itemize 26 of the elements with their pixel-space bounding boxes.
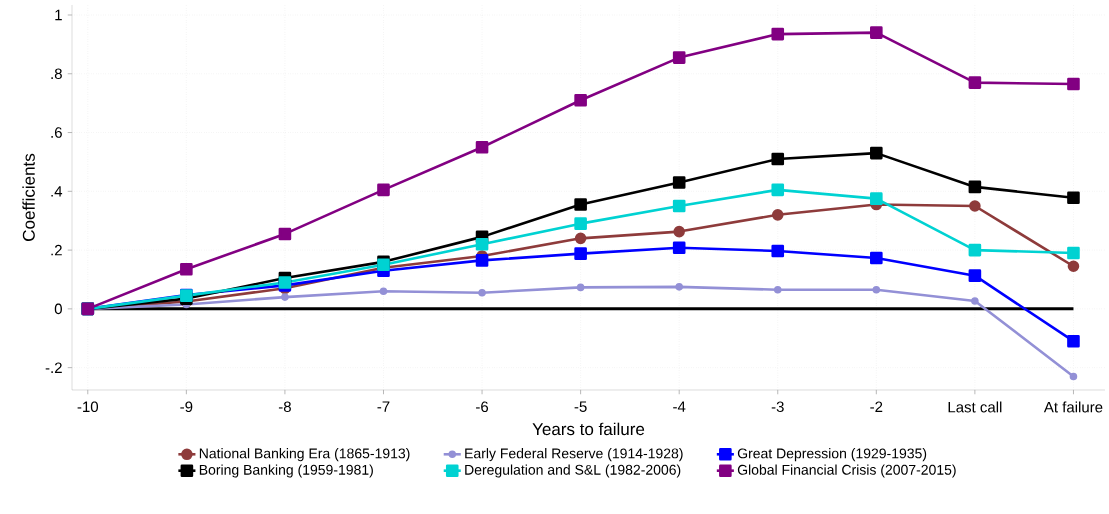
legend-label: Great Depression (1929-1935)	[737, 448, 927, 462]
legend-label: Early Federal Reserve (1914-1928)	[465, 448, 683, 462]
x-tick-label: At failure	[1043, 401, 1103, 413]
legend-label: Global Financial Crisis (2007-2015)	[737, 464, 956, 478]
y-tick-label: .6	[51, 127, 62, 138]
x-tick-label: Last call	[948, 401, 1002, 413]
y-tick-label: 1	[55, 9, 62, 21]
x-tick-label: -3	[771, 401, 784, 413]
y-tick-label: .4	[51, 186, 63, 197]
x-tick-label: -5	[574, 401, 587, 412]
y-tick-label: .2	[51, 244, 62, 256]
x-tick-label: -9	[180, 401, 193, 413]
legend-label: Deregulation and S&L (1982-2006)	[465, 464, 681, 478]
legend-label: Boring Banking (1959-1981)	[199, 464, 373, 478]
y-tick-label: -.2	[45, 362, 62, 373]
x-tick-label: -4	[673, 401, 686, 412]
x-tick-label: -7	[377, 401, 390, 412]
y-tick-label: 0	[54, 303, 62, 315]
legend-label: National Banking Era (1865-1913)	[199, 448, 410, 462]
x-tick-label: -10	[77, 401, 99, 413]
y-tick-label: .8	[51, 68, 62, 80]
x-axis-title: Years to failure	[532, 422, 645, 436]
y-axis-title: Coefficients	[22, 153, 35, 241]
x-tick-label: -8	[278, 401, 291, 413]
x-tick-label: -2	[870, 401, 883, 412]
x-tick-label: -6	[476, 401, 489, 413]
